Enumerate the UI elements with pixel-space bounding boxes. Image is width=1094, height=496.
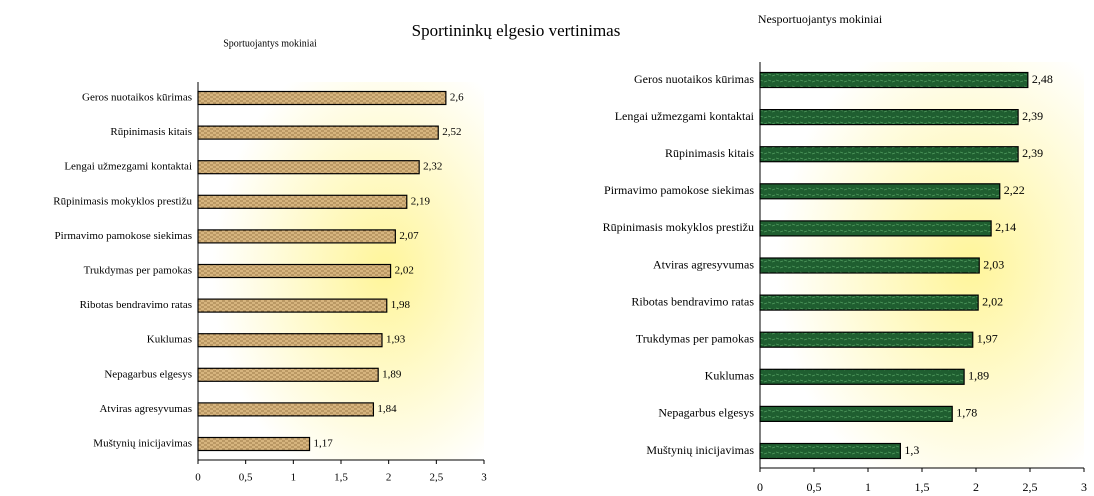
- category-label: Geros nuotaikos kūrimas: [634, 72, 754, 86]
- value-label: 2,03: [983, 257, 1004, 271]
- bar: [759, 183, 1001, 200]
- bar: [197, 436, 311, 452]
- value-label: 1,89: [382, 368, 402, 380]
- x-tick-label: 2: [973, 480, 979, 494]
- value-label: 1,89: [968, 369, 989, 383]
- category-label: Trukdymas per pamokas: [84, 265, 192, 277]
- bar: [197, 298, 388, 313]
- x-tick-label: 3: [481, 472, 487, 484]
- category-label: Geros nuotaikos kūrimas: [82, 92, 192, 104]
- chart-subtitle: Sportuojantys mokiniai: [223, 38, 317, 49]
- category-label: Rūpinimasis mokyklos prestižu: [53, 195, 192, 207]
- value-label: 1,3: [904, 443, 919, 457]
- bar: [759, 331, 974, 348]
- value-label: 1,97: [977, 331, 998, 345]
- chart-subtitle: Nesportuojantys mokiniai: [758, 12, 883, 26]
- value-label: 2,39: [1022, 146, 1043, 160]
- category-label: Lengai užmezgami kontaktai: [615, 109, 755, 123]
- value-label: 1,98: [391, 299, 411, 311]
- value-label: 1,17: [314, 438, 334, 450]
- bar: [759, 108, 1019, 126]
- x-tick-label: 1: [291, 472, 297, 484]
- x-tick-label: 0: [757, 480, 763, 494]
- category-label: Ribotas bendravimo ratas: [631, 294, 754, 308]
- value-label: 2,32: [423, 161, 442, 173]
- x-tick-label: 1,5: [915, 480, 930, 494]
- value-label: 1,78: [956, 406, 977, 420]
- value-label: 2,6: [450, 92, 464, 104]
- value-label: 2,39: [1022, 109, 1043, 123]
- value-label: 2,02: [395, 265, 414, 277]
- category-label: Nepagarbus elgesys: [658, 406, 754, 420]
- chart-title: Sportininkų elgesio vertinimas: [412, 21, 621, 40]
- value-label: 2,22: [1004, 183, 1025, 197]
- bar: [759, 71, 1029, 89]
- category-label: Muštynių inicijavimas: [93, 438, 192, 450]
- category-label: Pirmavimo pamokose siekimas: [55, 230, 192, 242]
- bar: [759, 220, 992, 237]
- bar: [197, 333, 383, 348]
- x-tick-label: 2: [386, 472, 392, 484]
- value-label: 2,02: [982, 294, 1003, 308]
- x-tick-label: 2,5: [429, 472, 443, 484]
- bar: [759, 368, 965, 385]
- category-label: Atviras agresyvumas: [653, 257, 754, 271]
- category-label: Atviras agresyvumas: [99, 403, 192, 415]
- bar: [197, 160, 420, 175]
- bar: [197, 229, 396, 244]
- value-label: 2,14: [995, 220, 1016, 234]
- x-tick-label: 0,5: [239, 472, 253, 484]
- value-label: 2,19: [411, 195, 431, 207]
- category-label: Nepagarbus elgesys: [104, 368, 192, 380]
- x-tick-label: 3: [1081, 480, 1087, 494]
- x-tick-label: 0: [195, 472, 201, 484]
- x-tick-label: 0,5: [807, 480, 822, 494]
- category-label: Trukdymas per pamokas: [636, 331, 755, 345]
- bar: [759, 442, 901, 460]
- value-label: 1,93: [386, 334, 406, 346]
- category-label: Kuklumas: [705, 369, 755, 383]
- bar: [197, 90, 447, 106]
- category-label: Muštynių inicijavimas: [646, 443, 754, 457]
- bar: [759, 257, 980, 274]
- category-label: Rūpinimasis kitais: [665, 146, 754, 160]
- category-label: Ribotas bendravimo ratas: [80, 299, 192, 311]
- category-label: Rūpinimasis kitais: [110, 126, 192, 138]
- category-label: Pirmavimo pamokose siekimas: [604, 183, 754, 197]
- value-label: 1,84: [377, 403, 397, 415]
- bar: [197, 194, 408, 209]
- chart-left: Sportuojantys mokiniai 0 0,5 1 1,5 2 2,5 3 Geros…: [53, 38, 487, 483]
- value-label: 2,48: [1032, 72, 1053, 86]
- x-tick-label: 1,5: [334, 472, 348, 484]
- bar: [197, 263, 392, 279]
- value-label: 2,07: [399, 230, 419, 242]
- bar: [759, 405, 953, 422]
- bar: [197, 367, 379, 382]
- bar: [197, 125, 439, 140]
- bar: [197, 402, 375, 417]
- bar: [759, 146, 1019, 163]
- category-label: Rūpinimasis mokyklos prestižu: [603, 220, 754, 234]
- value-label: 2,52: [442, 126, 461, 138]
- chart-right: Nesportuojantys mokiniai 0 0,5 1 1,5 2 2,5 3 Ger…: [603, 12, 1087, 494]
- category-label: Kuklumas: [147, 334, 192, 346]
- x-tick-label: 1: [865, 480, 871, 494]
- bar: [759, 294, 979, 311]
- x-tick-label: 2,5: [1023, 480, 1038, 494]
- category-label: Lengai užmezgami kontaktai: [64, 161, 192, 173]
